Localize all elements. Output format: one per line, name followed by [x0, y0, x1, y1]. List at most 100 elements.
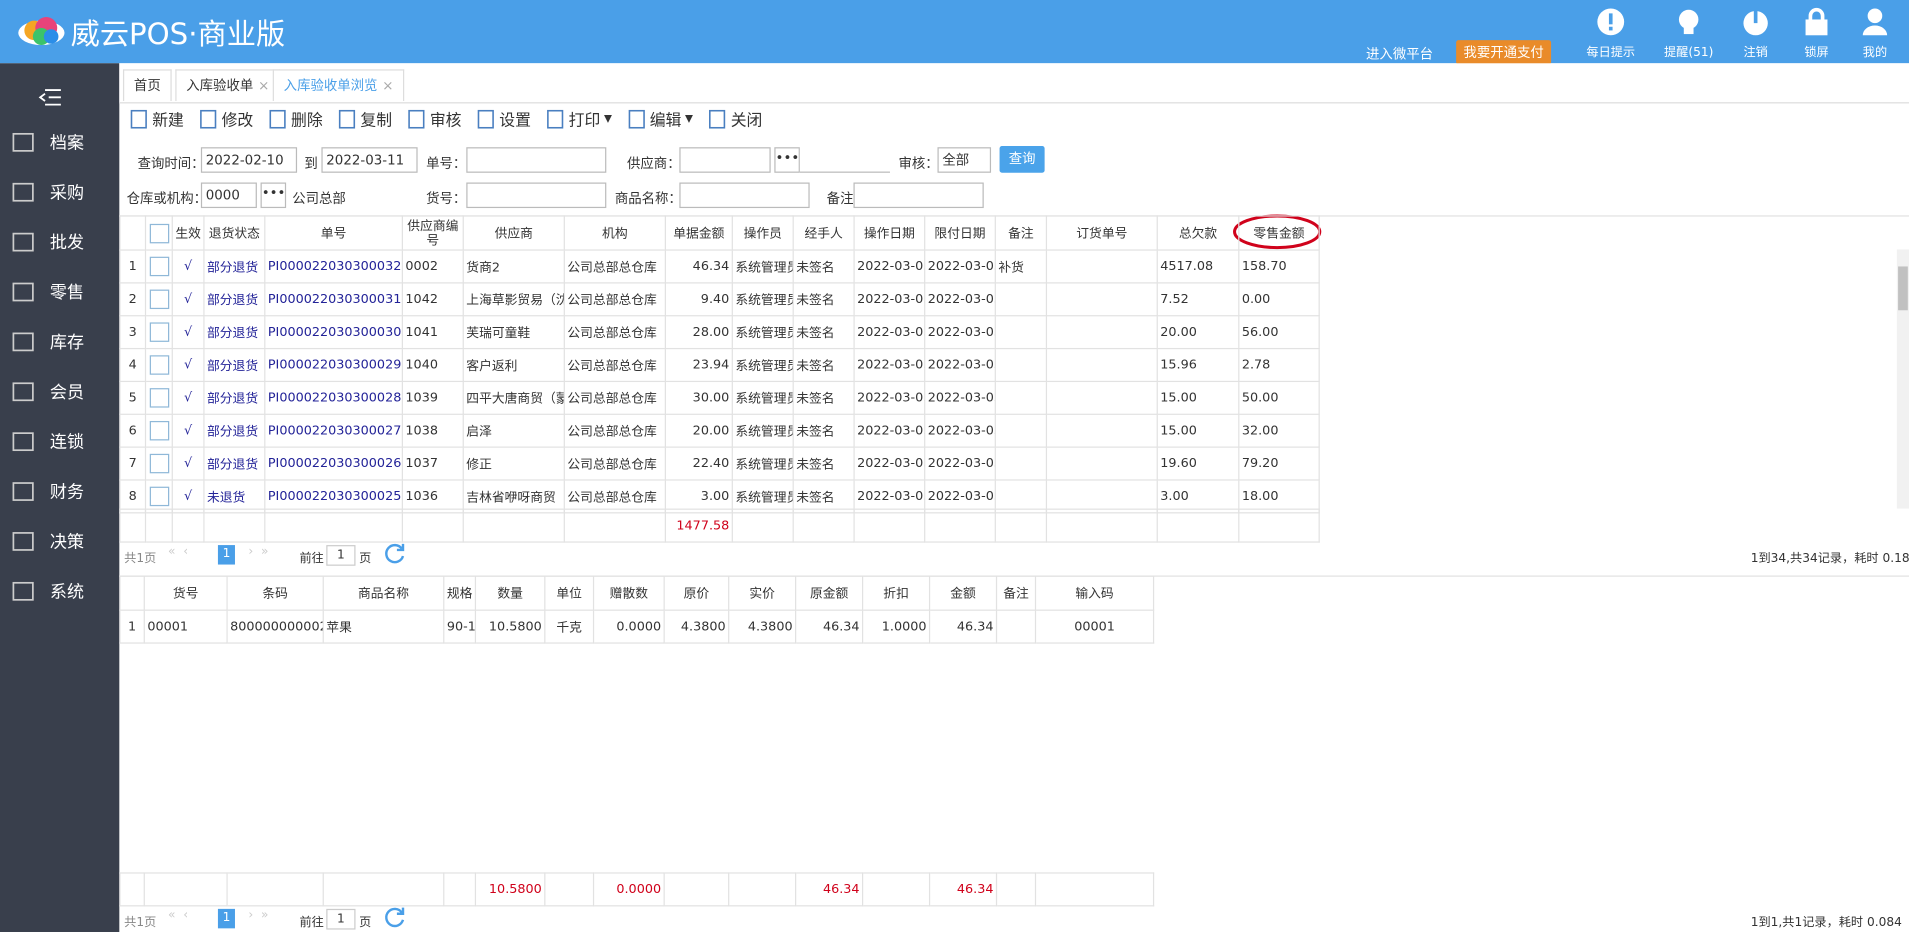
current-page[interactable]: 1 — [217, 908, 235, 929]
table-cell: 未签名 — [792, 446, 855, 481]
tab[interactable]: 首页 — [122, 69, 172, 101]
table-row[interactable]: 1 √ 部分退货 PI000022030300032 0002 货商2 公司总部总仓库 46.… — [119, 249, 1320, 284]
table-cell: √ — [171, 249, 205, 284]
total-cell — [861, 872, 931, 907]
sidebar-item[interactable]: 财务 — [0, 473, 119, 510]
page-nav[interactable]: › » — [248, 908, 269, 923]
checkbox[interactable] — [149, 322, 169, 342]
sidebar-item[interactable]: 库存 — [0, 324, 119, 361]
table-row[interactable]: 6 √ 部分退货 PI000022030300027 1038 启泽 公司总部总仓库 20.0… — [119, 413, 1320, 448]
toolbar-button[interactable]: 打印 ▾ — [546, 107, 612, 130]
tab[interactable]: 入库验收单 × — [175, 69, 281, 101]
table-row[interactable]: 7 √ 部分退货 PI000022030300026 1037 修正 公司总部总仓库 22.4… — [119, 446, 1320, 481]
refresh[interactable] — [382, 905, 406, 932]
table-cell: 90-10 — [443, 609, 477, 644]
table-cell: 系统管理员 — [731, 479, 794, 514]
toolbar-button[interactable]: 编辑 ▾ — [627, 107, 693, 130]
toolbar-button[interactable]: 设置 — [476, 107, 531, 130]
header-cell: 单位 — [544, 575, 595, 611]
query-button[interactable]: 查询 — [999, 146, 1045, 173]
toolbar-button[interactable]: 审核 — [407, 107, 462, 130]
text-input[interactable] — [466, 147, 607, 173]
text-input[interactable] — [799, 147, 890, 173]
checkbox[interactable] — [149, 453, 169, 474]
goto-unit: 页 — [359, 916, 372, 930]
current-page[interactable]: 1 — [217, 545, 235, 565]
sidebar-item[interactable]: 系统 — [0, 573, 119, 610]
refresh[interactable] — [382, 541, 406, 569]
sidebar-item[interactable]: 档案 — [0, 124, 119, 161]
table-row[interactable]: 4 √ 部分退货 PI000022030300029 1040 客户返利 公司总部总仓库 23… — [119, 347, 1320, 383]
header-icon[interactable]: 我的 — [1838, 5, 1909, 60]
date-input[interactable]: 2022-03-11 — [321, 147, 418, 173]
text-input[interactable]: 0000 — [200, 182, 257, 209]
select[interactable]: 全部 — [937, 147, 992, 173]
goto-input[interactable]: 1 — [326, 545, 356, 566]
table-cell — [1045, 380, 1158, 415]
sidebar-item[interactable]: 会员 — [0, 374, 119, 411]
toolbar-button[interactable]: 新建 — [129, 107, 184, 130]
header-icon[interactable]: 每日提示 — [1574, 5, 1647, 60]
scrollbar[interactable] — [1896, 249, 1909, 509]
sidebar-item[interactable]: 连锁 — [0, 423, 119, 460]
table-cell: 46.34 — [664, 249, 733, 284]
checkbox[interactable] — [149, 420, 169, 441]
table-cell: 系统管理员 — [731, 315, 794, 350]
text-input[interactable] — [679, 147, 771, 173]
total-cell: 46.34 — [795, 872, 864, 907]
table-cell — [144, 413, 173, 448]
table-cell: 2022-03-03 — [924, 446, 996, 481]
toolbar-button[interactable]: 删除 — [268, 107, 323, 130]
pay-button[interactable]: 我要开通支付 — [1456, 40, 1552, 65]
sidebar-label: 采购 — [49, 183, 85, 204]
checkbox[interactable] — [149, 256, 169, 277]
table-cell: 2022-03-03 — [853, 249, 926, 284]
table-cell — [144, 479, 173, 514]
checkbox[interactable] — [149, 486, 169, 507]
checkbox[interactable] — [149, 388, 169, 408]
checkbox[interactable] — [149, 289, 169, 310]
text-input[interactable] — [466, 182, 607, 209]
table-cell: 28.00 — [664, 315, 733, 350]
text-input[interactable] — [853, 182, 984, 209]
header-icon[interactable]: 锁屏 — [1780, 5, 1853, 60]
table-row[interactable]: 3 √ 部分退货 PI000022030300030 1041 芙瑞可童鞋 公司总部总仓库 2… — [119, 315, 1320, 350]
header-icon[interactable]: 提醒(51) — [1652, 5, 1725, 60]
table-cell: 3 — [119, 315, 147, 350]
sidebar-label: 库存 — [49, 333, 85, 353]
toolbar-button[interactable]: 复制 — [337, 107, 392, 130]
tab-close[interactable]: × — [382, 77, 394, 94]
total-cell — [462, 508, 565, 543]
tab-close[interactable]: × — [258, 77, 270, 94]
checkbox[interactable] — [149, 355, 169, 375]
table-row[interactable]: 2 √ 部分退货 PI000022030300031 1042 上海草影贸易（沈 公司总部总… — [119, 282, 1320, 317]
table-cell: 7.52 — [1156, 282, 1240, 317]
more-button[interactable]: ••• — [774, 147, 800, 173]
toolbar-button[interactable]: 关闭 — [708, 107, 762, 130]
table-row[interactable]: 8 √ 未退货 PI000022030300025 1036 吉林省咿呀商贸 公司总部总仓库… — [119, 479, 1320, 514]
text-input[interactable] — [679, 182, 810, 209]
table-cell: 0.0000 — [592, 609, 665, 644]
sidebar-item[interactable]: 采购 — [0, 174, 119, 211]
total-cell — [322, 872, 445, 907]
more-button[interactable]: ••• — [260, 182, 287, 209]
sidebar-item[interactable]: 决策 — [0, 523, 119, 560]
table-cell: √ — [171, 446, 205, 481]
goto-input[interactable]: 1 — [326, 908, 356, 930]
page-nav[interactable]: › » — [248, 545, 269, 559]
page-nav[interactable]: « ‹ — [168, 545, 189, 559]
sidebar-item[interactable]: 批发 — [0, 224, 119, 261]
sidebar-item[interactable]: 零售 — [0, 274, 119, 311]
header-cell: 金额 — [928, 575, 998, 611]
platform-link[interactable]: 进入微平台 — [1366, 46, 1433, 63]
toolbar-button[interactable]: 修改 — [198, 107, 253, 130]
header-icon[interactable]: 注销 — [1719, 5, 1792, 60]
table-row[interactable]: 5 √ 部分退货 PI000022030300028 1039 四平大唐商贸（蒙 公司总部总… — [119, 380, 1320, 415]
collapse-icon[interactable] — [38, 88, 62, 107]
table-row[interactable]: 1000018000000000026苹果90-1010.5800千克0.000… — [119, 609, 1155, 644]
date-input[interactable]: 2022-02-10 — [200, 147, 298, 173]
page-nav[interactable]: « ‹ — [168, 908, 189, 923]
tab[interactable]: 入库验收单浏览 × — [272, 69, 405, 101]
checkbox[interactable] — [149, 223, 169, 243]
header-cell: 供应商编号 — [401, 215, 464, 251]
